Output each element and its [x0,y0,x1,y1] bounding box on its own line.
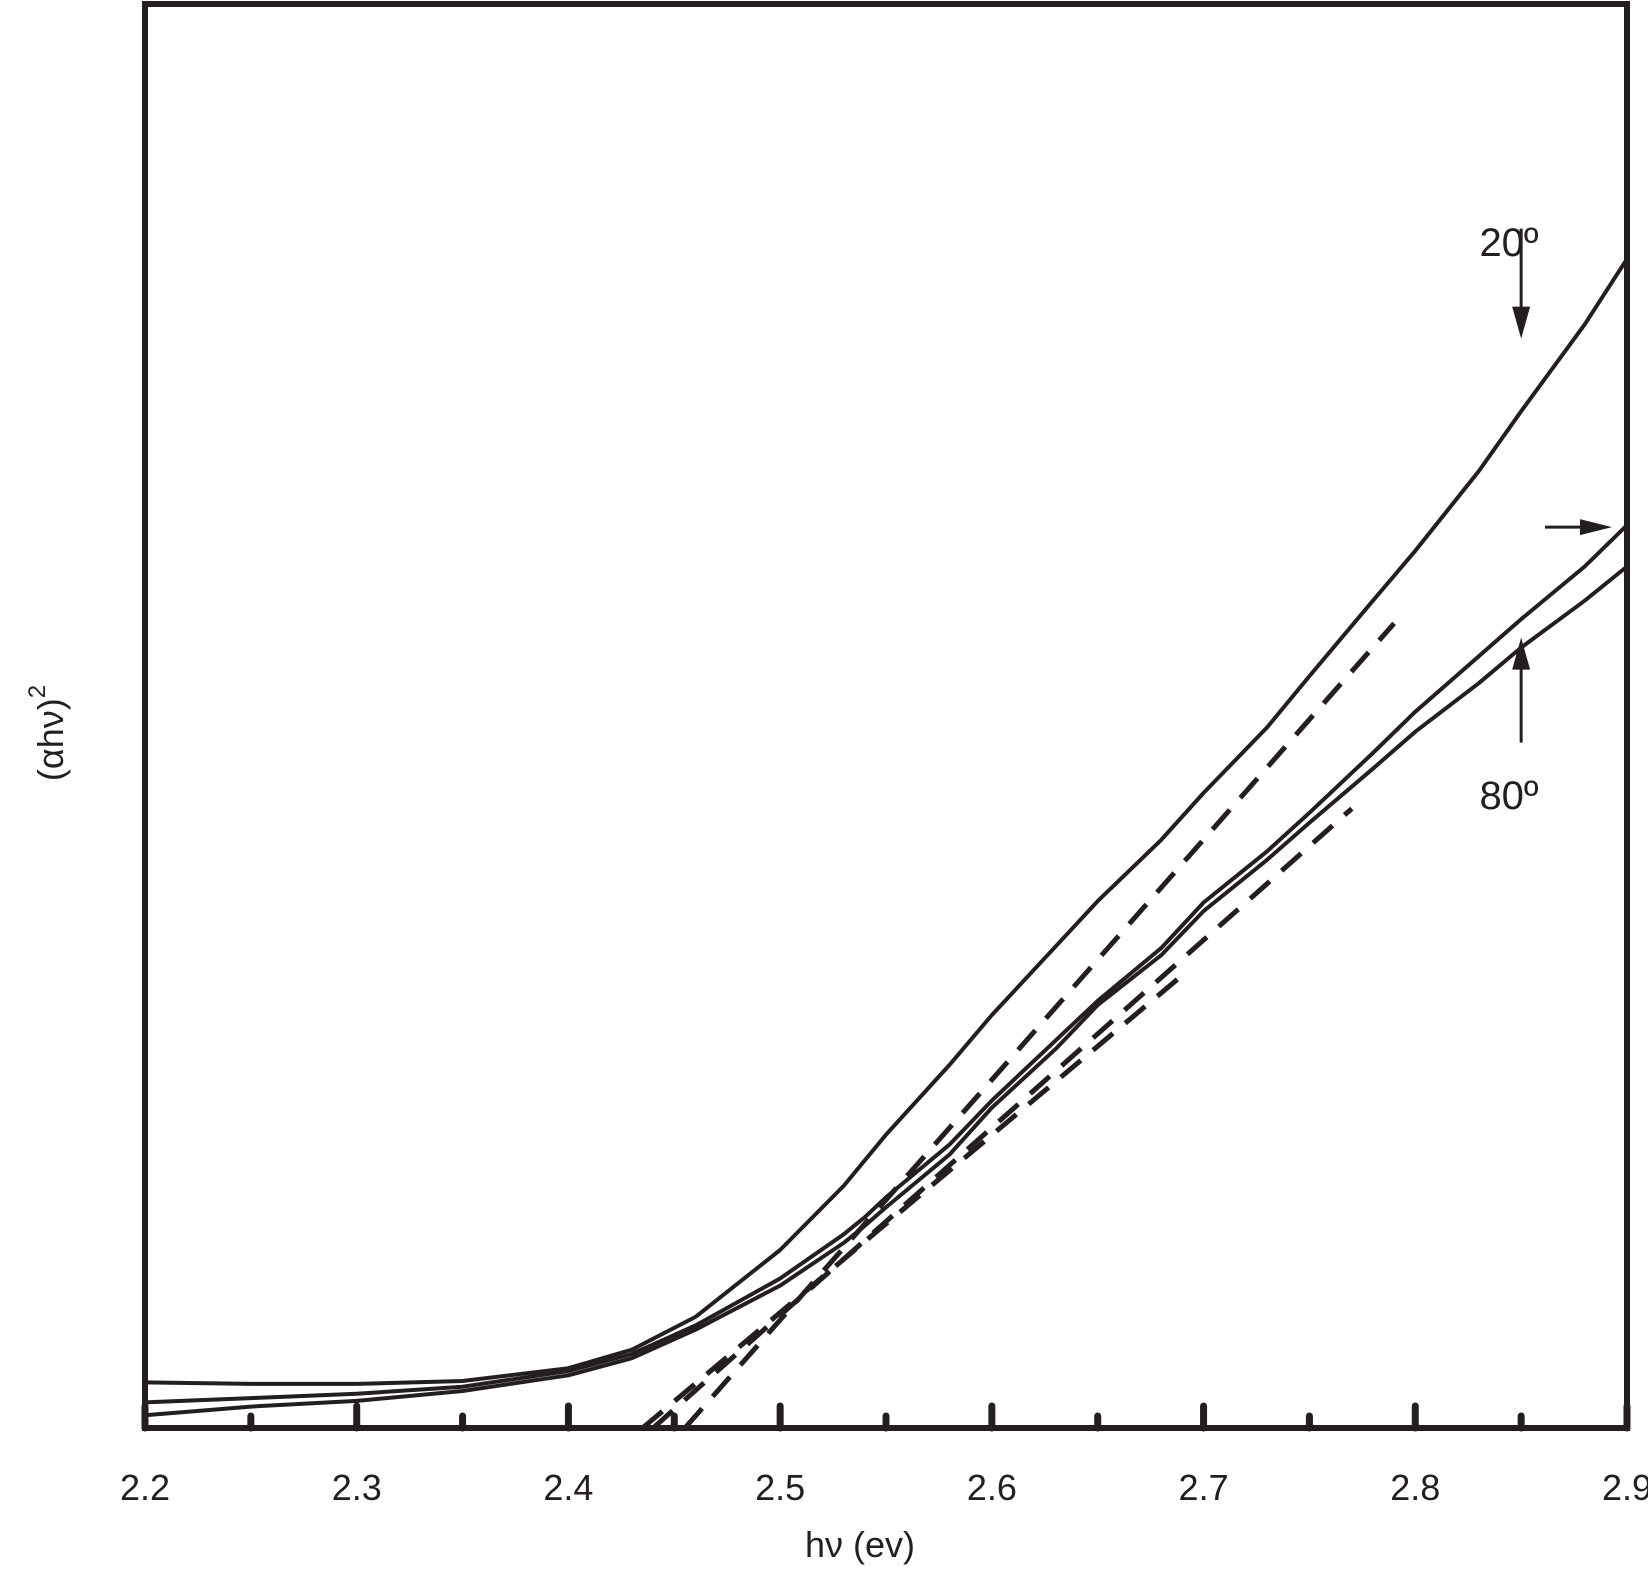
annotation-80-label: 80º [1479,774,1538,818]
x-tick-label-2.3: 2.3 [332,1467,382,1508]
dashed-fit-line-4 [683,621,1396,1430]
x-tick-labels: 2.2 2.3 2.4 2.5 2.6 2.7 2.8 2.9 [120,1467,1648,1508]
x-tick-label-2.9: 2.9 [1602,1467,1648,1508]
y-axis-label: (αhν)2 [24,685,71,781]
arrow-20-head [1512,306,1531,339]
data-line-1 [144,257,1629,1386]
dashed-fit-line-6 [640,973,1185,1430]
dashed-fit-line-5 [651,806,1354,1430]
x-tick-label-2.7: 2.7 [1179,1467,1229,1508]
y-axis-label-superscript: 2 [24,685,51,698]
x-tick-label-2.5: 2.5 [755,1467,805,1508]
arrow-middle-head [1580,519,1612,536]
plot-frame [142,1,1630,1431]
x-ticks [141,1402,1631,1432]
y-axis-label-text: (αhν) [30,698,71,781]
x-axis-label: hν (ev) [805,1524,915,1565]
data-line-2 [144,523,1629,1405]
series-layer [144,257,1629,1430]
annotations: 20º 80º [1479,221,1612,818]
data-line-3 [144,564,1629,1418]
annotation-20-label: 20º [1479,221,1538,265]
arrow-80-head [1512,637,1531,670]
x-tick-label-2.6: 2.6 [967,1467,1017,1508]
x-tick-label-2.2: 2.2 [120,1467,170,1508]
x-tick-label-2.4: 2.4 [543,1467,593,1508]
x-tick-label-2.8: 2.8 [1390,1467,1440,1508]
